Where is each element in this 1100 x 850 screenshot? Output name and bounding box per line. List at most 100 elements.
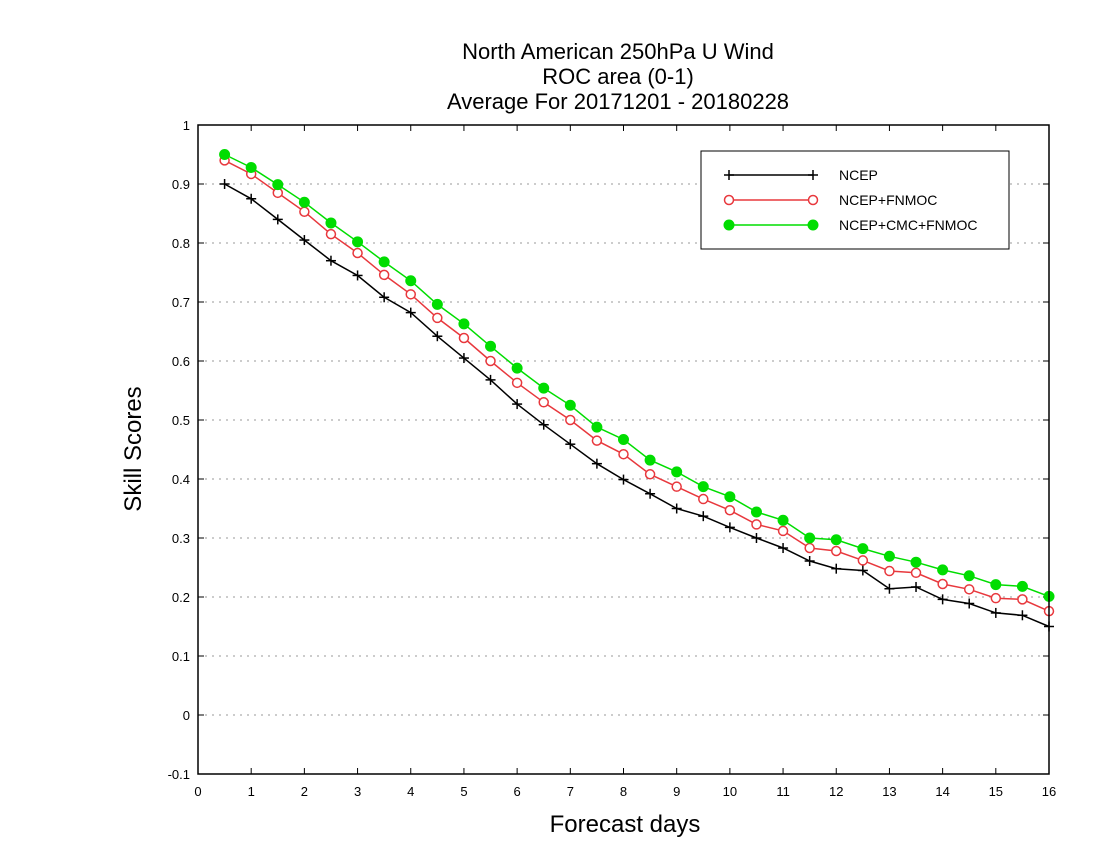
open-circle-marker	[352, 247, 363, 259]
plot-frame	[197, 124, 1050, 775]
data-series	[219, 149, 1055, 632]
filled-circle-marker	[724, 491, 736, 503]
open-circle-marker	[910, 567, 922, 579]
filled-circle-marker	[591, 421, 603, 433]
filled-circle-marker	[883, 550, 895, 562]
open-circle-marker	[485, 355, 496, 367]
open-circle-marker	[751, 519, 762, 530]
filled-circle-marker	[723, 219, 735, 231]
open-circle-marker	[804, 542, 815, 554]
filled-circle-marker	[378, 256, 390, 268]
series-ncep-fnmoc	[219, 155, 1055, 617]
filled-circle-marker	[272, 179, 284, 191]
x-tick-label: 4	[407, 784, 414, 799]
x-tick-label: 13	[882, 784, 896, 799]
filled-circle-marker	[219, 149, 231, 160]
open-circle-marker	[698, 493, 709, 505]
filled-circle-marker	[830, 534, 842, 546]
filled-circle-marker	[804, 532, 816, 544]
open-circle-marker	[511, 377, 523, 389]
open-circle-marker	[807, 194, 819, 206]
filled-circle-marker	[671, 466, 683, 478]
y-axis-label: Skill Scores	[120, 386, 147, 511]
open-circle-marker	[1017, 594, 1028, 605]
x-tick-label: 1	[248, 784, 255, 799]
open-circle-marker	[884, 565, 895, 577]
filled-circle-marker	[937, 564, 949, 576]
x-tick-label: 7	[567, 784, 574, 799]
open-circle-marker	[857, 555, 869, 566]
open-circle-marker	[990, 592, 1002, 604]
legend-label: NCEP+CMC+FNMOC	[839, 217, 977, 233]
filled-circle-marker	[750, 506, 762, 518]
x-tick-label: 12	[829, 784, 843, 799]
filled-circle-marker	[1016, 580, 1028, 592]
x-tick-label: 14	[935, 784, 949, 799]
open-circle-marker	[723, 194, 735, 206]
open-circle-marker	[299, 206, 310, 217]
filled-circle-marker	[458, 318, 470, 330]
title-line-3: Average For 20171201 - 20180228	[447, 89, 789, 114]
filled-circle-marker	[431, 298, 443, 310]
filled-circle-marker	[910, 556, 922, 568]
y-tick-label: 0.2	[172, 590, 190, 605]
filled-circle-marker	[990, 579, 1002, 591]
filled-circle-marker	[485, 340, 497, 352]
open-circle-marker	[937, 578, 948, 590]
y-axis-ticks: -0.1 0 0.1 0.2 0.3 0.4 0.5 0.6 0.7 0.8 0.9 1	[168, 118, 1049, 782]
filled-circle-marker	[857, 543, 869, 555]
x-axis-ticks: 0 1 2 3 4 5 6 7 8 9 10 11 12 13 14 15 16	[194, 125, 1056, 799]
x-tick-label: 5	[460, 784, 467, 799]
filled-circle-marker	[325, 217, 337, 229]
y-tick-label: 0.8	[172, 236, 190, 251]
series-line	[224, 183, 1050, 628]
x-axis-label: Forecast days	[550, 811, 701, 838]
chart-title: North American 250hPa U Wind ROC area (0…	[447, 39, 789, 114]
x-tick-label: 16	[1042, 784, 1056, 799]
open-circle-marker	[378, 269, 390, 281]
filled-circle-marker	[644, 454, 656, 466]
y-tick-label: 0.1	[172, 649, 190, 664]
y-tick-label: 1	[183, 118, 190, 133]
series-ncep-cmc-fnmoc	[219, 149, 1055, 602]
y-tick-label: 0.5	[172, 413, 190, 428]
legend-entry: NCEP	[724, 167, 878, 183]
open-circle-marker	[963, 584, 975, 595]
legend-entry: NCEP+CMC+FNMOC	[723, 217, 977, 233]
legend: NCEP NCEP+FNMOC NCEP+CMC+FNMOC	[700, 150, 1010, 250]
x-tick-label: 15	[989, 784, 1003, 799]
filled-circle-marker	[618, 433, 629, 445]
filled-circle-marker	[807, 219, 819, 231]
legend-label: NCEP+FNMOC	[839, 192, 937, 208]
open-circle-marker	[565, 414, 576, 426]
filled-circle-marker	[777, 514, 789, 526]
open-circle-marker	[538, 397, 549, 408]
filled-circle-marker	[538, 382, 550, 394]
grid	[198, 183, 1049, 716]
legend-label: NCEP	[839, 167, 878, 183]
open-circle-marker	[325, 228, 337, 240]
title-line-2: ROC area (0-1)	[542, 64, 694, 89]
filled-circle-marker	[352, 236, 364, 248]
open-circle-marker	[458, 332, 470, 344]
filled-circle-marker	[245, 161, 257, 173]
open-circle-marker	[618, 448, 629, 460]
filled-circle-marker	[298, 196, 310, 208]
filled-circle-marker	[511, 362, 523, 374]
y-tick-label: -0.1	[168, 767, 190, 782]
open-circle-marker	[591, 435, 603, 446]
y-tick-label: 0.6	[172, 354, 190, 369]
x-tick-label: 3	[354, 784, 361, 799]
x-tick-label: 6	[514, 784, 521, 799]
y-tick-label: 0.7	[172, 295, 190, 310]
legend-entry: NCEP+FNMOC	[723, 192, 937, 208]
x-tick-label: 8	[620, 784, 627, 799]
open-circle-marker	[644, 469, 656, 480]
open-circle-marker	[405, 289, 416, 300]
series-ncep	[219, 179, 1054, 632]
y-tick-label: 0.4	[172, 472, 190, 487]
x-tick-label: 9	[673, 784, 680, 799]
x-tick-label: 10	[723, 784, 737, 799]
open-circle-marker	[777, 525, 789, 537]
